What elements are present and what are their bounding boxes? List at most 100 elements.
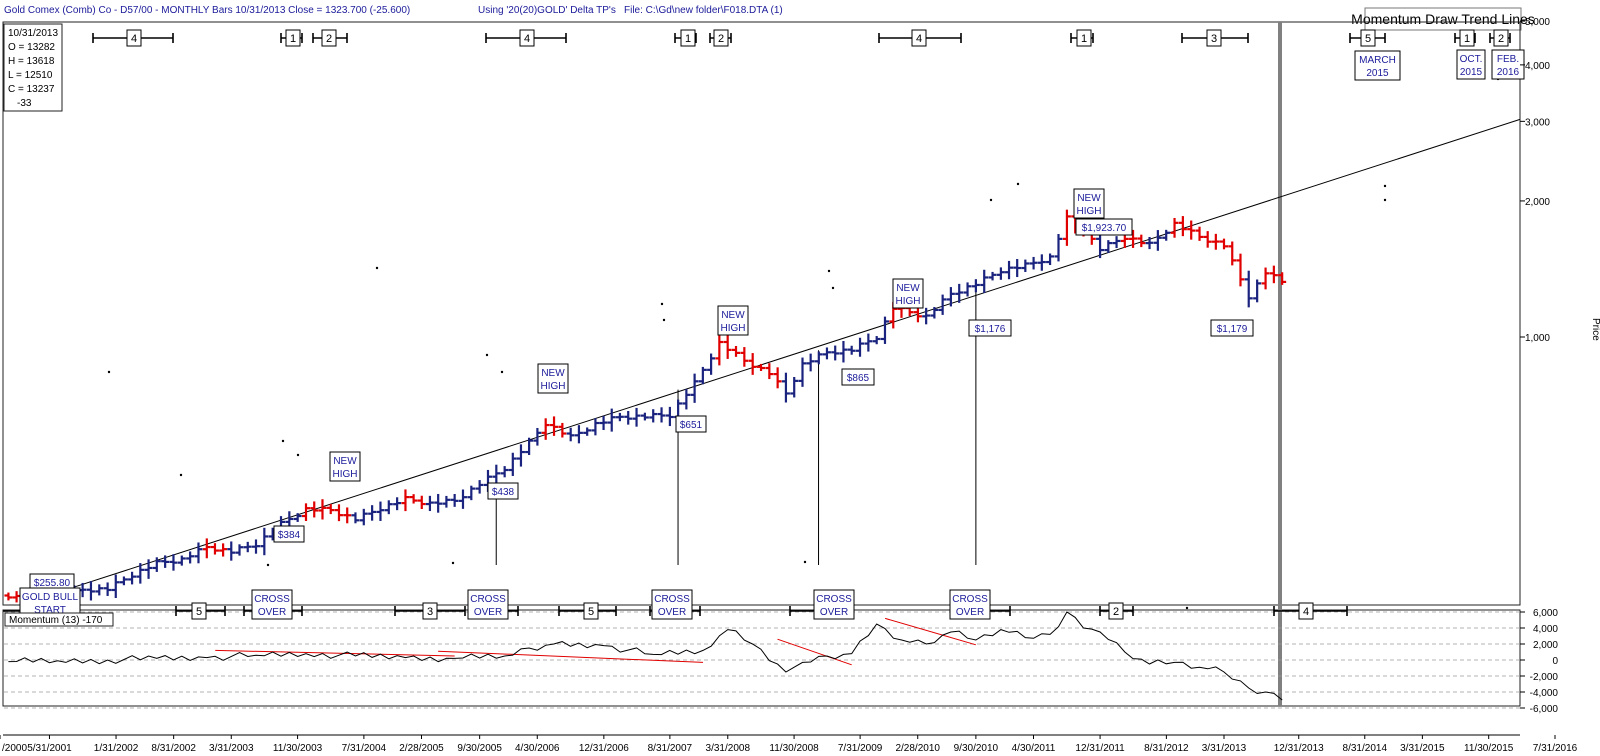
cycle-dot — [281, 439, 285, 443]
price-bar — [434, 493, 443, 513]
price-bar — [128, 571, 137, 585]
cross-over-label-text: CROSS — [816, 594, 852, 605]
momentum-gridlines — [4, 611, 1520, 709]
price-tick-label: 3,000 — [1525, 117, 1550, 128]
momentum-draw-trend-lines-label: Momentum Draw Trend Lines — [1351, 11, 1535, 27]
cross-over-label-text: OVER — [820, 607, 848, 618]
price-bar — [359, 508, 368, 526]
cross-over-label-text: CROSS — [470, 594, 506, 605]
feb-2016-label-text: 2016 — [1497, 67, 1520, 78]
price-bar — [615, 412, 624, 422]
price-bar — [781, 372, 790, 403]
price-bar — [698, 366, 707, 385]
price-bar — [1253, 279, 1262, 303]
new-high-label-box — [537, 363, 569, 394]
feb-2016-label-text: FEB. — [1497, 54, 1519, 65]
cycle-dot — [107, 370, 111, 374]
x-tick-label: 8/31/2002 — [151, 743, 196, 754]
price-bar — [136, 563, 145, 584]
cycle-bottom: 3 — [394, 602, 466, 620]
price-bar — [938, 294, 947, 315]
cycle-top: 2 — [1489, 29, 1511, 47]
cycle-label-box — [1108, 602, 1124, 620]
price-bar — [740, 347, 749, 367]
x-tick-label: 9/30/2005 — [457, 743, 502, 754]
price-bar — [301, 503, 310, 522]
price-bar — [152, 557, 161, 572]
x-tick-label: 11/30/2008 — [769, 743, 819, 754]
price-bar — [351, 512, 360, 524]
price-bar — [4, 592, 13, 601]
price-bar — [186, 551, 195, 564]
x-tick-label: 12/31/2006 — [579, 743, 629, 754]
cycle-label: 5 — [1365, 33, 1371, 45]
price-bar — [475, 480, 484, 494]
cross-over-label-text: CROSS — [952, 594, 988, 605]
price-label: $1,179 — [1210, 319, 1254, 337]
cycle-bottom: 4 — [1273, 602, 1348, 620]
cycle-label-box — [321, 29, 337, 47]
new-high-label-text: HIGH — [896, 296, 921, 307]
price-bar — [591, 418, 600, 436]
cycle-label: 2 — [1113, 606, 1119, 618]
cycle-label-box — [1076, 29, 1092, 47]
momentum-draw-trend-lines-button[interactable]: Momentum Draw Trend Lines — [1351, 7, 1535, 31]
price-bar — [839, 340, 848, 363]
price-bar — [450, 494, 459, 507]
march-2015-label-text: 2015 — [1366, 68, 1389, 79]
price-bar — [856, 337, 865, 357]
cycle-label-box — [1298, 602, 1314, 620]
price-bar — [1137, 234, 1146, 248]
cycle-top: 1 — [280, 29, 303, 47]
cycle-dot — [179, 473, 183, 477]
price-bar — [790, 376, 799, 398]
momentum-trend-line — [438, 650, 704, 663]
cycle-label: 2 — [1498, 33, 1504, 45]
price-bar — [425, 495, 434, 512]
price-bar — [368, 505, 377, 521]
cross-over-label-box — [467, 589, 509, 620]
cycle-label-box — [1360, 29, 1376, 47]
x-tick-label: 2/28/2010 — [895, 743, 940, 754]
x-tick-label: 11/30/2003 — [273, 743, 323, 754]
cycle-label-box — [680, 29, 696, 47]
price-bar — [1203, 231, 1212, 248]
cycle-top: 4 — [92, 29, 174, 47]
new-high-label: NEW HIGH — [892, 278, 924, 309]
price-label-box — [487, 482, 519, 500]
price-bar — [822, 347, 831, 360]
price-bar — [1037, 254, 1046, 271]
price-bar — [1187, 220, 1196, 240]
price-bar — [930, 307, 939, 319]
cross-over-label-text: OVER — [658, 607, 686, 618]
momentum-series-line — [8, 611, 1283, 701]
cycle-label: 1 — [685, 33, 691, 45]
price-bar — [1261, 267, 1270, 290]
price-bar — [913, 306, 922, 323]
price-bar — [1269, 265, 1278, 284]
price-bar — [210, 543, 219, 555]
cycle-dot — [660, 302, 664, 306]
price-label-text: $651 — [680, 420, 703, 431]
x-tick-label: 3/31/2013 — [1202, 743, 1247, 754]
new-high-label: NEW HIGH — [1073, 188, 1105, 219]
x-tick-label: 1/31/2002 — [94, 743, 139, 754]
cycle-dot — [831, 286, 835, 290]
price-bar — [1021, 259, 1030, 272]
price-bar — [723, 333, 732, 359]
price-label-text: $1,176 — [975, 324, 1006, 335]
price-bar — [1244, 270, 1253, 308]
cycle-label: 1 — [290, 33, 296, 45]
price-bar — [260, 527, 269, 556]
cycle-dot — [1383, 198, 1387, 202]
cycle-label: 4 — [131, 33, 137, 45]
cross-over-label: CROSS OVER — [251, 589, 293, 620]
price-label-box — [968, 319, 1012, 337]
cycle-label-box — [1493, 29, 1509, 47]
cycle-dot — [375, 266, 379, 270]
momentum-tick-label: 4,000 — [1533, 624, 1558, 635]
price-bar — [401, 489, 410, 512]
price-bar — [1029, 256, 1038, 270]
momentum-tick-label: 0 — [1552, 656, 1558, 667]
